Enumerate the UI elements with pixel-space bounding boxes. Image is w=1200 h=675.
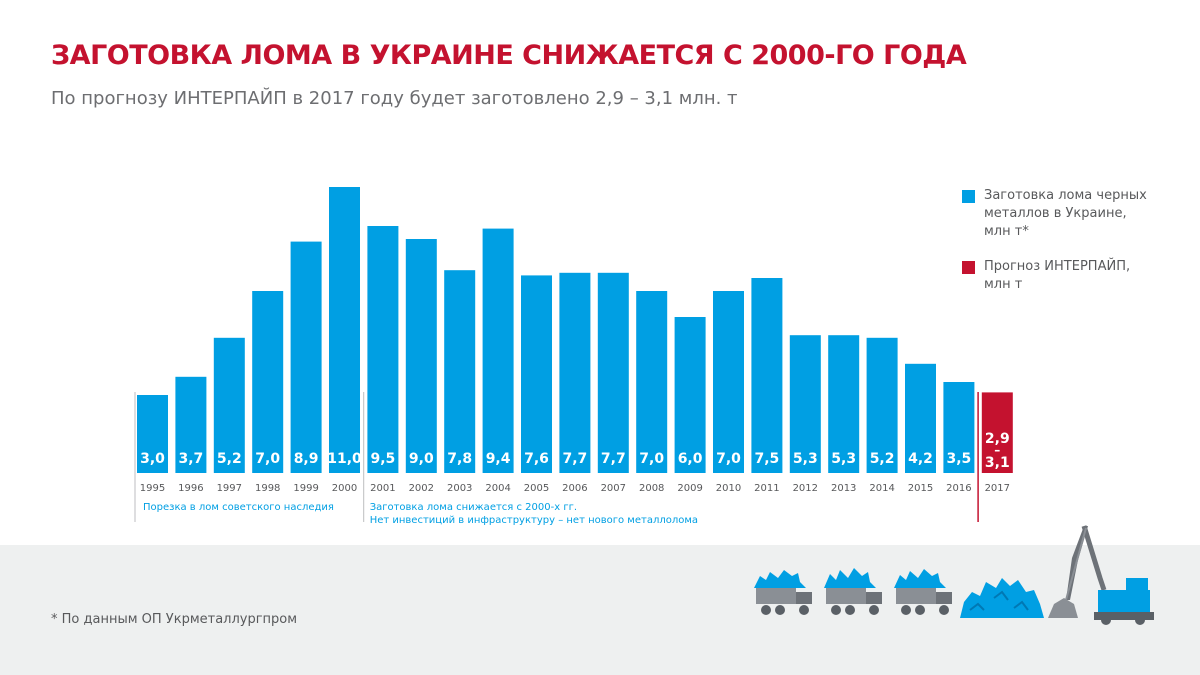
scrap-pile-icon (960, 578, 1044, 618)
bar (866, 337, 898, 473)
bar-value-label: 9,4 (486, 451, 511, 467)
x-tick-label: 2002 (409, 483, 434, 494)
legend-label-collection: Заготовка лома черных металлов в Украине… (984, 188, 1147, 239)
x-tick-label: 2003 (447, 483, 472, 494)
bar-value-label: 5,3 (831, 451, 856, 467)
bar (751, 278, 783, 473)
bar (943, 382, 975, 473)
page-subtitle: По прогнозу ИНТЕРПАЙП в 2017 году будет … (51, 88, 738, 109)
period-annotation: Нет инвестиций в инфраструктуру – нет но… (370, 515, 698, 526)
period-annotation: Заготовка лома снижается с 2000-х гг. (370, 502, 577, 513)
x-tick-label: 2006 (562, 483, 587, 494)
bar (674, 317, 706, 473)
scrap-truck-icon (824, 568, 882, 615)
bar (828, 335, 860, 473)
x-tick-label: 2011 (754, 483, 779, 494)
bar (559, 272, 591, 473)
forecast-bar (981, 392, 1013, 473)
legend-swatch-collection (962, 190, 975, 203)
bar (444, 270, 476, 473)
forecast-range-dash: – (994, 443, 1000, 457)
scrap-truck-icon (754, 570, 812, 615)
x-tick-label: 2017 (985, 483, 1010, 494)
bar-value-label: 9,5 (370, 451, 395, 467)
bar (290, 241, 322, 473)
x-tick-label: 1999 (293, 483, 318, 494)
forecast-high-label: 3,1 (985, 455, 1010, 471)
bar-value-label: 7,0 (639, 451, 664, 467)
bar (252, 291, 284, 473)
bar-value-label: 8,9 (294, 451, 319, 467)
x-tick-label: 2001 (370, 483, 395, 494)
x-tick-label: 2007 (601, 483, 626, 494)
crane-icon (1048, 525, 1154, 625)
x-tick-label: 2016 (946, 483, 971, 494)
x-tick-label: 2009 (677, 483, 702, 494)
x-tick-label: 2005 (524, 483, 549, 494)
bar-value-label: 11,0 (327, 451, 362, 467)
bar-value-label: 7,0 (716, 451, 741, 467)
legend-label-forecast: Прогноз ИНТЕРПАЙП, млн т (984, 259, 1131, 292)
bar-chart: 3,0 1995 3,7 1996 5,2 1997 7,0 1998 8,9 1999 11,0 2… (134, 187, 1013, 526)
period-annotation: Порезка в лом советского наследия (143, 502, 334, 513)
bar-value-label: 7,5 (754, 451, 779, 467)
x-tick-label: 1996 (178, 483, 203, 494)
bar-value-label: 6,0 (678, 451, 703, 467)
bar (405, 239, 437, 473)
bar-value-label: 7,0 (255, 451, 280, 467)
x-tick-label: 2004 (485, 483, 510, 494)
legend-swatch-forecast (962, 261, 975, 274)
bar-value-label: 3,0 (140, 451, 165, 467)
bar-value-label: 5,2 (217, 451, 242, 467)
bar-value-label: 5,3 (793, 451, 818, 467)
x-tick-label: 1995 (140, 483, 165, 494)
scrap-illustration (754, 525, 1154, 625)
bar (367, 226, 399, 473)
bar (482, 228, 514, 473)
x-tick-label: 2000 (332, 483, 357, 494)
bar (636, 291, 668, 473)
bar-value-label: 7,8 (447, 451, 472, 467)
bar-value-label: 3,5 (946, 451, 971, 467)
bar-value-label: 7,6 (524, 451, 549, 467)
legend-item-collection: Заготовка лома черных металлов в Украине… (962, 187, 1154, 241)
bar (137, 395, 168, 473)
bar (329, 187, 360, 473)
x-tick-label: 2014 (869, 483, 894, 494)
bar-value-label: 5,2 (870, 451, 895, 467)
bar (521, 275, 552, 473)
bar-value-label: 7,7 (601, 451, 626, 467)
x-tick-label: 1998 (255, 483, 280, 494)
x-tick-label: 2012 (793, 483, 818, 494)
bar-value-label: 3,7 (178, 451, 203, 467)
bar (597, 272, 629, 473)
forecast-low-label: 2,9 (985, 431, 1010, 447)
bar-value-label: 4,2 (908, 451, 933, 467)
bar-value-label: 9,0 (409, 451, 434, 467)
bar (713, 291, 744, 473)
x-tick-label: 1997 (217, 483, 242, 494)
bar (789, 335, 821, 473)
x-tick-label: 2015 (908, 483, 933, 494)
bar (213, 337, 245, 473)
x-tick-label: 2010 (716, 483, 741, 494)
bar (905, 363, 936, 473)
bar (175, 376, 207, 473)
x-tick-label: 2013 (831, 483, 856, 494)
source-footnote: * По данным ОП Укрметаллургпром (51, 612, 298, 627)
page-title: ЗАГОТОВКА ЛОМА В УКРАИНЕ СНИЖАЕТСЯ С 200… (51, 40, 967, 71)
bar-value-label: 7,7 (562, 451, 587, 467)
x-tick-label: 2008 (639, 483, 664, 494)
legend-item-forecast: Прогноз ИНТЕРПАЙП, млн т (962, 258, 1154, 294)
scrap-truck-icon (894, 569, 952, 615)
